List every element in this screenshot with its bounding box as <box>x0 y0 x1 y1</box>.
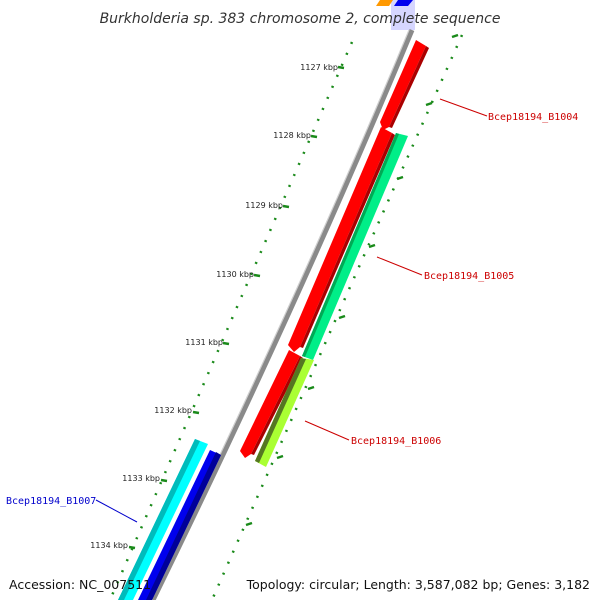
gene-label-b1007[interactable]: Bcep18194_B1007 <box>6 496 96 507</box>
gene-bcep18194-b1006-red[interactable] <box>240 350 300 458</box>
kbp-tick-1129: 1129 kbp <box>245 201 290 210</box>
kbp-tick-1131: 1131 kbp <box>185 338 230 347</box>
tick-label: 1132 kbp <box>154 406 192 415</box>
gene-bcep18194-b1005-red[interactable] <box>288 127 392 352</box>
gene-label-b1006[interactable]: Bcep18194_B1006 <box>351 436 441 447</box>
topology-text: Topology: circular; Length: 3,587,082 bp… <box>246 577 590 592</box>
leader-line-b1007 <box>95 499 138 523</box>
top-feature-orange <box>376 0 393 6</box>
kbp-tick-1134: 1134 kbp <box>90 541 136 550</box>
gene-label-b1005[interactable]: Bcep18194_B1005 <box>424 271 514 282</box>
leader-line-b1005 <box>376 256 423 276</box>
kbp-tick-1133: 1133 kbp <box>122 474 168 483</box>
gene-blue-reverse-shade <box>146 452 221 600</box>
accession-text: Accession: NC_007511 <box>9 577 152 592</box>
inner-dotted-track <box>210 34 464 600</box>
inner-major-ticks <box>245 33 459 527</box>
map-title: Burkholderia sp. 383 chromosome 2, compl… <box>100 11 501 27</box>
leader-line-b1004 <box>439 98 488 117</box>
gene-bcep18194-b1006-red-shade <box>251 356 303 455</box>
kbp-tick-1130: 1130 kbp <box>216 270 261 279</box>
kbp-tick-1128: 1128 kbp <box>273 131 318 140</box>
tick-label: 1127 kbp <box>300 63 338 72</box>
leader-line-b1006 <box>304 420 350 441</box>
tick-label: 1129 kbp <box>245 201 283 210</box>
outer-dotted-track <box>108 41 354 600</box>
gene-bcep18194-b1005-shade <box>302 133 399 357</box>
tick-label: 1131 kbp <box>185 338 223 347</box>
kbp-tick-1127: 1127 kbp <box>300 63 345 72</box>
gene-bcep18194-b1007-shade <box>118 439 200 600</box>
gene-bcep18194-b1004-shade <box>389 46 429 128</box>
tick-label: 1130 kbp <box>216 270 254 279</box>
gene-bcep18194-b1004[interactable] <box>380 40 426 130</box>
gene-bcep18194-b1006-shade <box>255 358 306 463</box>
top-feature-blue <box>394 0 413 6</box>
tick-label: 1134 kbp <box>90 541 128 550</box>
gene-bcep18194-b1005[interactable] <box>302 133 408 360</box>
gene-bcep18194-b1005-red-shade <box>300 133 395 348</box>
gene-label-b1004[interactable]: Bcep18194_B1004 <box>488 112 578 123</box>
gene-bcep18194-b1006[interactable] <box>255 358 314 467</box>
tick-label: 1133 kbp <box>122 474 160 483</box>
chromosome-backbone <box>150 29 415 600</box>
kbp-tick-1132: 1132 kbp <box>154 406 200 415</box>
tick-label: 1128 kbp <box>273 131 311 140</box>
